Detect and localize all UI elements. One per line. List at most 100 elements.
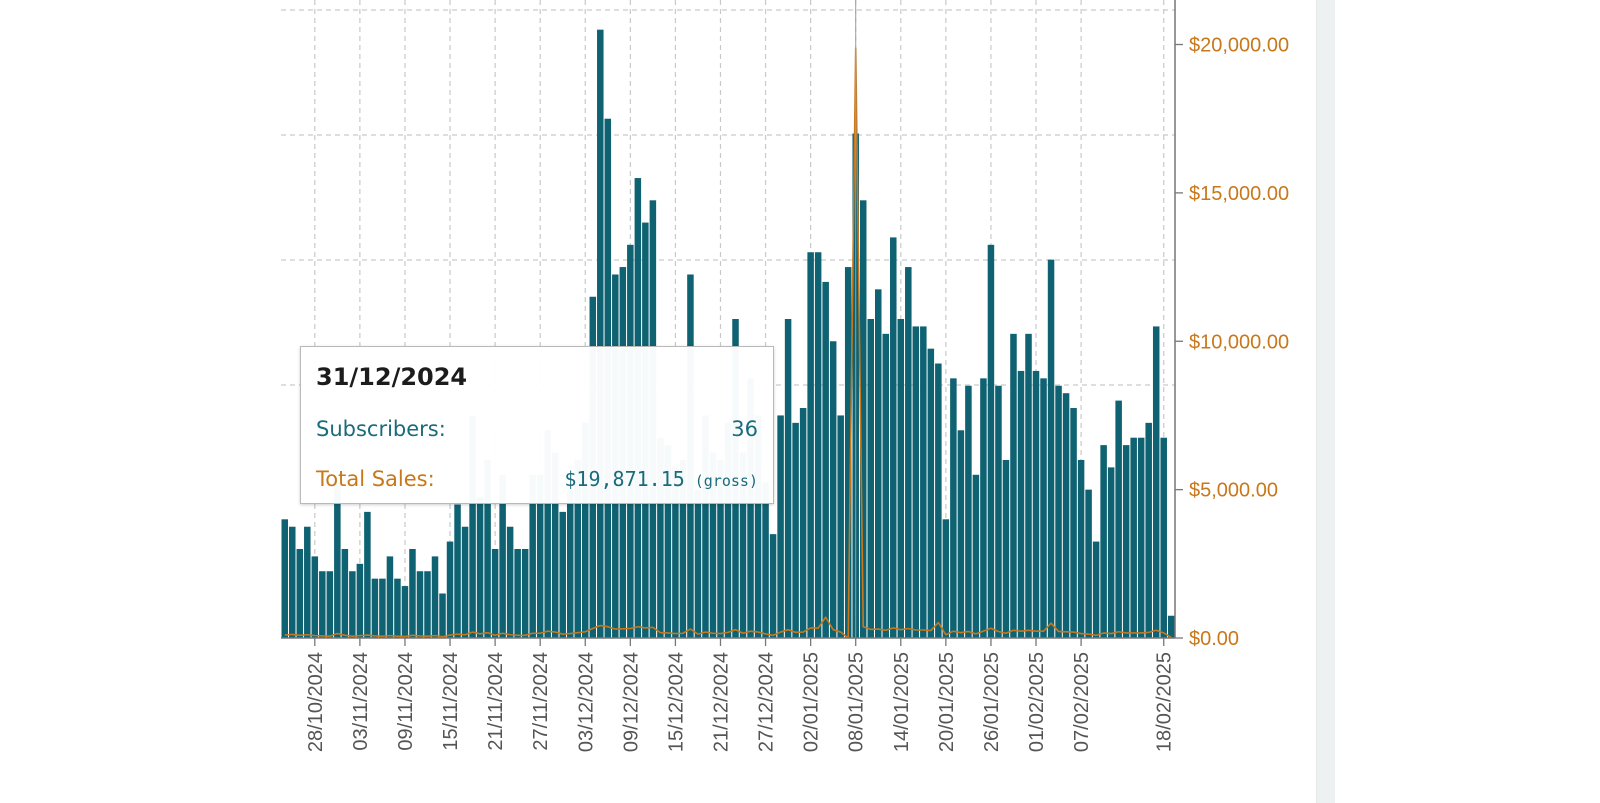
subscriber-bar[interactable] <box>461 526 469 638</box>
subscriber-bar[interactable] <box>935 363 942 638</box>
subscriber-bar[interactable] <box>709 452 717 638</box>
subscriber-bar[interactable] <box>672 467 679 638</box>
subscriber-bar[interactable] <box>281 519 289 638</box>
subscriber-bar[interactable] <box>987 244 995 638</box>
subscriber-bar[interactable] <box>657 437 664 638</box>
subscriber-bar[interactable] <box>814 252 822 639</box>
subscriber-bar[interactable] <box>927 348 935 638</box>
subscriber-bar[interactable] <box>920 326 927 638</box>
subscriber-bar[interactable] <box>972 474 980 638</box>
subscriber-bar[interactable] <box>1010 333 1017 638</box>
subscriber-bar[interactable] <box>1025 333 1032 638</box>
subscriber-bar[interactable] <box>792 422 799 638</box>
subscriber-bar[interactable] <box>439 593 446 638</box>
subscriber-bar[interactable] <box>837 415 844 638</box>
subscriber-bar[interactable] <box>844 267 852 638</box>
subscriber-bar[interactable] <box>912 326 920 638</box>
subscriber-bar[interactable] <box>829 341 837 638</box>
subscriber-bar[interactable] <box>409 548 416 638</box>
subscriber-bar[interactable] <box>784 319 792 638</box>
subscriber-bar[interactable] <box>334 482 341 638</box>
subscriber-bar[interactable] <box>867 319 874 638</box>
subscriber-bar[interactable] <box>1077 459 1085 638</box>
subscriber-bar[interactable] <box>1062 393 1070 638</box>
subscriber-bar[interactable] <box>905 267 912 638</box>
subscriber-bar[interactable] <box>559 511 566 638</box>
subscriber-bar[interactable] <box>754 415 762 638</box>
subscriber-bar[interactable] <box>957 430 965 638</box>
subscriber-bar[interactable] <box>349 571 356 638</box>
subscriber-bar[interactable] <box>717 459 724 638</box>
subscriber-bar[interactable] <box>566 489 574 638</box>
subscriber-bar[interactable] <box>311 556 319 638</box>
subscriber-bar[interactable] <box>739 452 747 638</box>
subscriber-bar[interactable] <box>597 29 604 639</box>
subscriber-bar[interactable] <box>694 489 702 638</box>
subscriber-bar[interactable] <box>747 378 754 638</box>
subscriber-bar[interactable] <box>469 415 476 638</box>
subscriber-bar[interactable] <box>544 430 551 638</box>
subscriber-bar[interactable] <box>379 578 386 638</box>
subscriber-bar[interactable] <box>1040 378 1047 638</box>
subscriber-bar[interactable] <box>995 385 1002 638</box>
subscriber-bar[interactable] <box>762 482 769 638</box>
subscriber-bar[interactable] <box>431 556 439 638</box>
subscriber-bar[interactable] <box>822 281 829 638</box>
subscriber-bar[interactable] <box>364 511 371 638</box>
subscriber-bar[interactable] <box>416 571 424 638</box>
subscriber-bar[interactable] <box>1130 437 1137 638</box>
subscriber-bar[interactable] <box>1055 385 1062 638</box>
subscriber-bar[interactable] <box>521 548 529 638</box>
subscriber-bar[interactable] <box>326 571 334 638</box>
subscriber-bar[interactable] <box>1115 400 1122 638</box>
subscriber-bar[interactable] <box>1017 370 1025 638</box>
subscriber-bar[interactable] <box>1070 408 1077 638</box>
subscriber-bar[interactable] <box>446 541 454 638</box>
subscriber-bar[interactable] <box>1137 437 1145 638</box>
subscriber-bar[interactable] <box>1167 615 1175 638</box>
subscriber-bar[interactable] <box>1152 326 1160 638</box>
subscriber-bar[interactable] <box>679 459 687 638</box>
subscriber-bar[interactable] <box>1107 467 1115 638</box>
subscriber-bar[interactable] <box>319 571 326 638</box>
subscriber-bar[interactable] <box>807 252 814 639</box>
subscriber-bar[interactable] <box>1002 459 1010 638</box>
subscriber-bar[interactable] <box>1160 437 1167 638</box>
subscriber-bar[interactable] <box>859 200 867 639</box>
subscriber-bar[interactable] <box>506 526 514 638</box>
subscriber-bar[interactable] <box>454 504 461 638</box>
subscriber-bar[interactable] <box>942 519 950 638</box>
subscriber-bar[interactable] <box>401 586 409 638</box>
subscriber-bar[interactable] <box>1122 445 1130 638</box>
subscriber-bar[interactable] <box>875 289 882 638</box>
subscriber-bar[interactable] <box>529 474 536 638</box>
subscriber-bar[interactable] <box>491 548 499 638</box>
subscriber-bar[interactable] <box>484 459 491 638</box>
subscriber-bar[interactable] <box>950 378 957 638</box>
subscriber-bar[interactable] <box>296 548 304 638</box>
subscriber-bar[interactable] <box>980 378 987 638</box>
subscriber-bar[interactable] <box>777 415 784 638</box>
subscriber-bar[interactable] <box>965 385 972 638</box>
subscriber-bar[interactable] <box>769 534 777 638</box>
subscriber-bar[interactable] <box>514 548 521 638</box>
subscriber-bar[interactable] <box>1100 445 1107 638</box>
subscriber-bar[interactable] <box>1047 259 1055 638</box>
subscriber-bar[interactable] <box>664 445 672 638</box>
subscriber-bar[interactable] <box>1032 370 1040 638</box>
subscriber-bar[interactable] <box>799 408 807 638</box>
subscriber-bar[interactable] <box>1085 489 1092 638</box>
subscriber-bar[interactable] <box>890 237 897 638</box>
subscriber-bar[interactable] <box>394 578 401 638</box>
subscriber-bar[interactable] <box>724 422 732 638</box>
subscriber-bar[interactable] <box>356 563 364 638</box>
subscriber-bar[interactable] <box>341 548 349 638</box>
subscriber-bar[interactable] <box>289 526 296 638</box>
subscriber-bar[interactable] <box>582 422 589 638</box>
subscriber-bar[interactable] <box>371 578 379 638</box>
subscriber-bar[interactable] <box>424 571 431 638</box>
subscriber-bar[interactable] <box>386 556 394 638</box>
subscriber-bar[interactable] <box>1145 422 1152 638</box>
subscriber-bar[interactable] <box>499 474 506 638</box>
subscriber-bar[interactable] <box>476 497 484 638</box>
